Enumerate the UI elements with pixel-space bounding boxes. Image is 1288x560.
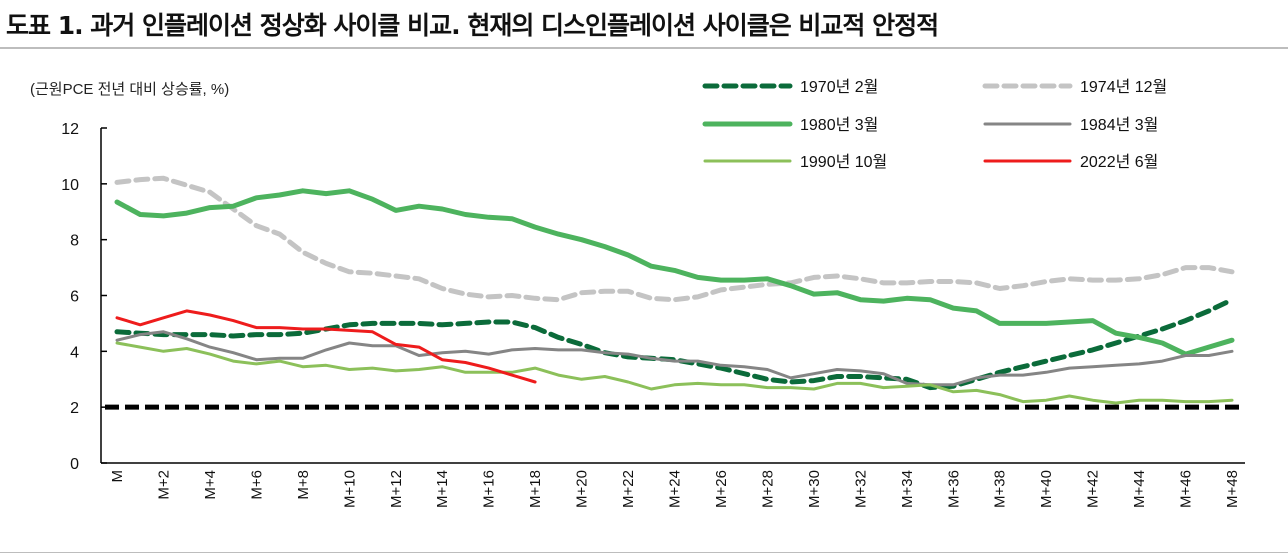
y-tick-label: 10 (61, 177, 79, 194)
x-tick-label: M+42 (1085, 470, 1102, 508)
x-tick-label: M+28 (759, 470, 776, 508)
series-line-2 (114, 188, 1235, 357)
y-tick-label: 4 (70, 344, 79, 361)
legend-label: 1974년 12월 (1080, 78, 1167, 96)
x-tick-label: M+40 (1038, 470, 1055, 508)
figure-title: 도표 1. 과거 인플레이션 정상화 사이클 비교. 현재의 디스인플레이션 사… (6, 11, 939, 40)
x-tick-label: M+4 (202, 470, 219, 500)
legend-label: 2022년 6월 (1080, 153, 1158, 171)
x-tick-label: M+36 (945, 470, 962, 508)
legend-label: 1980년 3월 (800, 116, 878, 134)
x-tick-label: M+46 (1178, 470, 1195, 508)
y-tick-label: 12 (61, 121, 79, 138)
series-line-4 (115, 341, 1234, 405)
x-tick-label: M+38 (992, 470, 1009, 508)
x-tick-label: M+34 (899, 470, 916, 508)
x-tick-label: M+18 (527, 470, 544, 508)
x-tick-label: M+6 (248, 470, 265, 500)
bottom-divider (0, 552, 1288, 553)
y-tick-label: 8 (70, 233, 79, 250)
y-tick-label: 6 (70, 289, 79, 306)
x-tick-label: M+44 (1131, 470, 1148, 508)
y-axis-label: (근원PCE 전년 대비 상승률, %) (30, 81, 229, 98)
x-tick-label: M+32 (852, 470, 869, 508)
legend-label: 1970년 2월 (800, 78, 878, 96)
x-tick-label: M+20 (574, 470, 591, 508)
series-line-1 (114, 175, 1235, 303)
title-divider (0, 47, 1288, 49)
y-tick-label: 0 (70, 456, 79, 473)
x-tick-label: M+10 (341, 470, 358, 508)
series-line-3 (115, 330, 1234, 387)
x-tick-label: M+22 (620, 470, 637, 508)
x-tick-label: M+30 (806, 470, 823, 508)
series-line-5 (115, 309, 537, 384)
x-tick-label: M+14 (434, 470, 451, 508)
x-tick-label: M+8 (295, 470, 312, 500)
x-tick-label: M+26 (713, 470, 730, 508)
x-tick-label: M+2 (155, 470, 172, 500)
x-tick-label: M+24 (667, 470, 684, 508)
x-tick-label: M+12 (388, 470, 405, 508)
x-tick-label: M (109, 470, 126, 483)
x-tick-label: M+16 (481, 470, 498, 508)
legend-label: 1984년 3월 (1080, 116, 1158, 134)
y-tick-label: 2 (70, 400, 79, 417)
series-line-0 (114, 297, 1235, 391)
x-tick-label: M+48 (1224, 470, 1241, 508)
legend-label: 1990년 10월 (800, 153, 887, 171)
